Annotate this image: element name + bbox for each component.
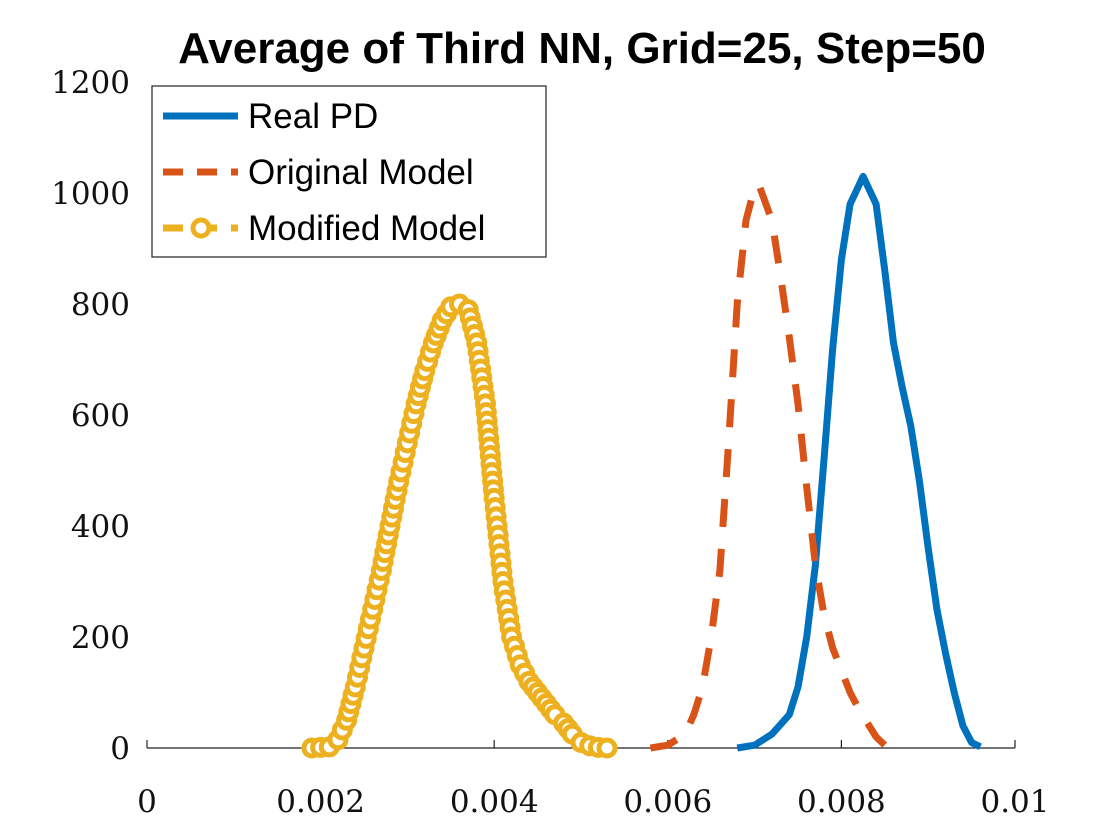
y-tick-label: 600 <box>71 398 130 434</box>
x-tick-label: 0.01 <box>980 784 1049 820</box>
y-tick-label: 400 <box>71 509 130 545</box>
series-real-pd <box>736 172 982 752</box>
series-modified-model <box>301 293 618 759</box>
legend-marker-swatch <box>190 217 212 239</box>
legend-entry: Real PD <box>163 97 378 136</box>
x-axis-ticks: 0 0.002 0.004 0.006 0.008 0.01 <box>137 740 1050 820</box>
series-original-model <box>649 181 888 752</box>
data-point-marker <box>596 737 618 759</box>
y-tick-label: 1000 <box>51 176 130 212</box>
x-tick-label: 0.008 <box>797 784 886 820</box>
legend-label: Modified Model <box>248 209 485 248</box>
legend: Real PD Original Model Modified Model <box>151 85 547 258</box>
series-layer <box>301 172 982 759</box>
x-tick-label: 0.006 <box>623 784 712 820</box>
series-line <box>649 181 888 752</box>
legend-label: Real PD <box>248 97 378 136</box>
y-tick-label: 200 <box>71 620 130 656</box>
legend-label: Original Model <box>248 153 474 192</box>
y-axis-ticks: 0 200 400 600 800 1000 1200 <box>51 65 130 767</box>
x-tick-label: 0.004 <box>450 784 539 820</box>
legend-entry: Original Model <box>163 153 474 192</box>
chart-title: Average of Third NN, Grid=25, Step=50 <box>178 24 986 73</box>
x-tick-label: 0 <box>137 784 157 820</box>
legend-entry: Modified Model <box>163 209 485 248</box>
y-tick-label: 800 <box>71 287 130 323</box>
y-tick-label: 0 <box>110 731 130 767</box>
series-line <box>736 172 982 752</box>
y-tick-label: 1200 <box>51 65 130 101</box>
x-tick-label: 0.002 <box>276 784 365 820</box>
